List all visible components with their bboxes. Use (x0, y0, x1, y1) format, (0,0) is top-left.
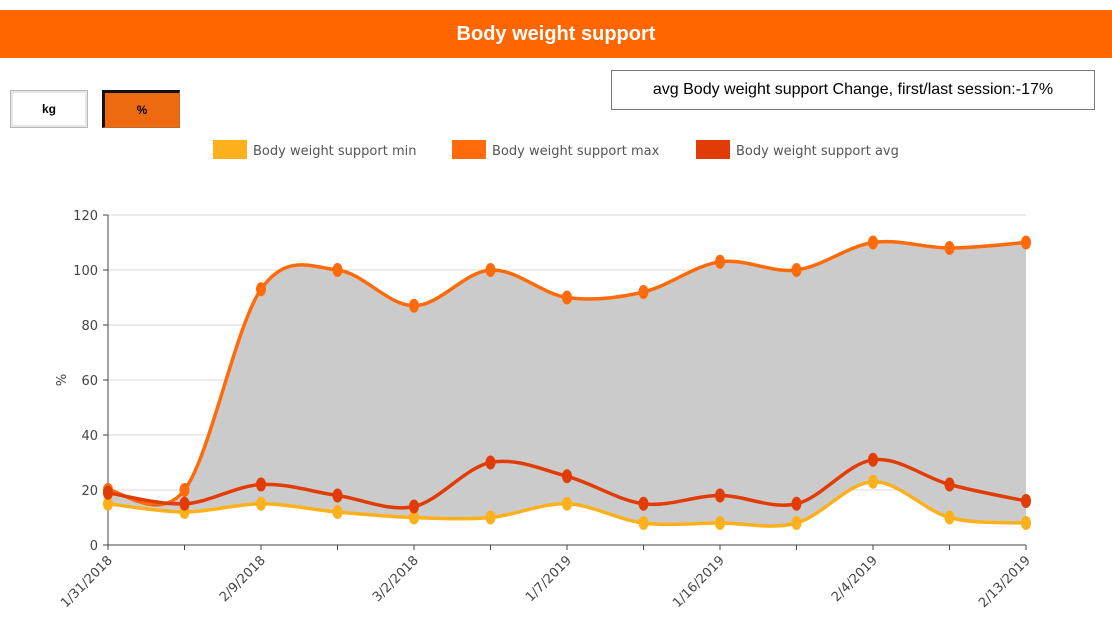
legend-label: Body weight support max (492, 144, 660, 159)
series-point (715, 488, 725, 503)
series-point (103, 496, 113, 511)
chart-legend: Body weight support min Body weight suppo… (213, 140, 899, 159)
x-tick-label: 1/31/2018 (58, 553, 116, 611)
series-point (715, 516, 725, 530)
series-point (715, 254, 725, 269)
series-point (791, 263, 802, 277)
series-point (638, 516, 649, 530)
x-tick-label: 2/13/2019 (976, 553, 1034, 611)
x-tick-label: 1/16/2019 (670, 553, 728, 611)
series-point (868, 452, 878, 467)
unit-percent-label: % (136, 103, 148, 117)
series-point (256, 282, 266, 297)
y-tick-label: 120 (73, 209, 98, 224)
series-point (562, 469, 572, 484)
series-point (409, 298, 419, 313)
x-tick-label: 2/9/2018 (217, 553, 269, 605)
series-point (1021, 235, 1031, 250)
series-point (868, 474, 878, 489)
min-max-area (108, 241, 1026, 527)
unit-kg-label: kg (41, 102, 56, 116)
series-point (1021, 494, 1031, 508)
series-point (332, 263, 343, 277)
series-point (332, 505, 343, 519)
series-point (562, 290, 572, 305)
series-point (944, 510, 955, 525)
legend-swatch (452, 140, 486, 159)
series-point (944, 477, 955, 492)
x-tick-label: 1/7/2019 (523, 553, 575, 605)
series-2 (103, 452, 1031, 514)
series-point (485, 510, 496, 525)
series-point (944, 241, 955, 255)
series-point (256, 496, 266, 511)
series-point (638, 285, 649, 299)
x-tick-label: 2/4/2019 (829, 553, 881, 605)
y-tick-label: 0 (90, 539, 98, 554)
series-point (409, 499, 419, 514)
series-point (103, 485, 113, 500)
series-point (332, 488, 343, 503)
chart-title: Body weight support (456, 22, 656, 45)
y-tick-label: 100 (73, 264, 98, 279)
legend-swatch (213, 140, 247, 159)
legend-label: Body weight support avg (736, 144, 899, 159)
legend-label: Body weight support min (253, 144, 416, 159)
y-tick-label: 80 (81, 319, 98, 334)
series-0 (103, 474, 1031, 530)
series-point (868, 235, 878, 250)
series-point (1021, 516, 1031, 530)
series-line (107, 239, 1027, 507)
unit-percent-button[interactable]: % (102, 90, 180, 128)
series-point (638, 496, 649, 511)
series-point (409, 510, 419, 525)
unit-kg-button[interactable]: kg (10, 90, 88, 128)
series-point (485, 455, 496, 470)
chart-series (103, 235, 1031, 530)
y-axis-label: % (55, 374, 70, 386)
series-point (256, 477, 266, 492)
series-point (179, 496, 190, 511)
summary-box: avg Body weight support Change, first/la… (611, 70, 1095, 110)
series-point (791, 516, 802, 530)
series-point (485, 263, 496, 277)
series-point (562, 496, 572, 511)
legend-swatch (696, 140, 730, 159)
series-point (791, 496, 802, 511)
chart-header: Body weight support (0, 10, 1112, 58)
x-tick-label: 3/2/2018 (370, 553, 422, 605)
summary-text: avg Body weight support Change, first/la… (652, 81, 1054, 98)
y-tick-label: 40 (81, 429, 98, 444)
series-point (179, 483, 190, 497)
y-tick-label: 20 (81, 484, 98, 499)
y-tick-label: 60 (81, 374, 98, 389)
chart-area (108, 241, 1026, 527)
